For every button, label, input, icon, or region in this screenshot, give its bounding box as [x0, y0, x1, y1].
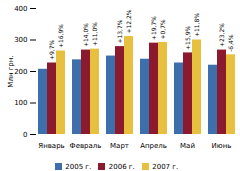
svg-text:Февраль: Февраль — [70, 142, 102, 150]
svg-text:+14,0%: +14,0% — [82, 23, 89, 47]
svg-text:-6,4%: -6,4% — [227, 34, 234, 52]
svg-text:Январь: Январь — [38, 142, 64, 150]
svg-text:+0,7%: +0,7% — [159, 19, 166, 40]
html-text:2006 г.: 2006 г. — [108, 162, 135, 171]
svg-text:Март: Март — [110, 142, 129, 150]
svg-text:400: 400 — [14, 5, 27, 13]
svg-text:0: 0 — [23, 131, 27, 139]
svg-text:+23,2%: +23,2% — [218, 23, 225, 47]
svg-text:300: 300 — [14, 36, 27, 44]
svg-text:Июнь: Июнь — [212, 142, 232, 150]
svg-text:200: 200 — [14, 68, 27, 76]
svg-text:+9,7%: +9,7% — [48, 39, 55, 60]
svg-text:+16,9%: +16,9% — [57, 24, 64, 48]
svg-text:Май: Май — [180, 142, 195, 150]
svg-text:+13,7%: +13,7% — [116, 19, 123, 43]
svg-text:100: 100 — [14, 99, 27, 107]
svg-text:Млн грн.: Млн грн. — [7, 55, 15, 87]
svg-text:Апрель: Апрель — [140, 142, 167, 150]
svg-text:+11,0%: +11,0% — [91, 22, 98, 46]
svg-text:+15,9%: +15,9% — [184, 26, 191, 50]
svg-text:+19,7%: +19,7% — [150, 16, 157, 40]
html-text:2007 г.: 2007 г. — [152, 162, 179, 171]
html-text:2005 г.: 2005 г. — [65, 162, 92, 171]
svg-text:+12,2%: +12,2% — [125, 9, 132, 33]
svg-text:+11,8%: +11,8% — [193, 13, 200, 37]
